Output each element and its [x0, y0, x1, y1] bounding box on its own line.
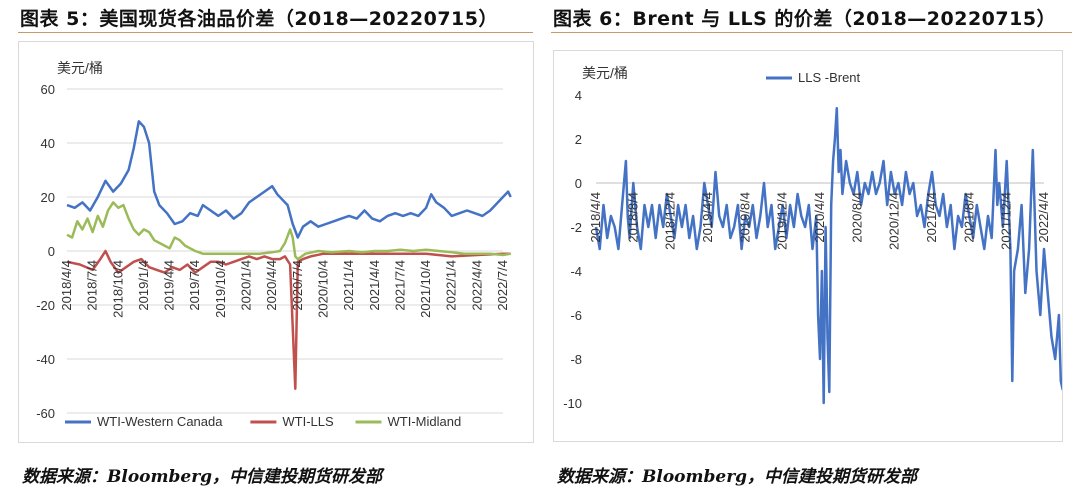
left-x-tick-label: 2019/10/4	[213, 260, 228, 318]
left-y-tick-label: -40	[36, 352, 55, 367]
right-y-tick-label: -10	[563, 396, 582, 411]
left-y-tick-label: 20	[41, 190, 55, 205]
right-y-tick-label: -4	[570, 264, 582, 279]
left-x-tick-label: 2021/1/4	[341, 260, 356, 311]
right-x-tick-label: 2018/4/4	[588, 192, 603, 243]
left-legend-label-2: WTI-Midland	[388, 414, 462, 429]
left-x-tick-label: 2018/4/4	[59, 260, 74, 311]
left-unit-label: 美元/桶	[57, 60, 103, 76]
right-chart: 美元/桶4 2 0 -2 -4 -6 -8 -10 2018/4/4 2018/8/4 2018/1…	[563, 65, 1064, 411]
left-y-tick-label: -60	[36, 406, 55, 421]
right-x-tick-label: 2019/4/4	[700, 192, 715, 243]
left-series-line-1	[66, 249, 511, 390]
right-x-tick-label: 2019/8/4	[737, 192, 752, 243]
left-series-line-0	[66, 120, 512, 239]
left-legend-label-0: WTI-Western Canada	[97, 414, 223, 429]
right-y-tick-label: -6	[570, 308, 582, 323]
left-chart-panel: 美元/桶 60 40 20 0 -20 -40 -60 2018/4/4 2018/7/4 2018…	[18, 41, 534, 443]
left-x-tick-label: 2019/7/4	[187, 260, 202, 311]
left-title-divider	[18, 32, 533, 33]
right-y-tick-label: -8	[570, 352, 582, 367]
left-x-tick-label: 2020/10/4	[315, 260, 330, 318]
right-x-tick-label: 2022/4/4	[1036, 192, 1051, 243]
left-x-tick-label: 2021/7/4	[392, 260, 407, 311]
right-legend-label-0: LLS -Brent	[798, 70, 861, 85]
right-x-tick-label: 2021/12/4	[999, 192, 1014, 250]
right-y-tick-label: -2	[570, 220, 582, 235]
right-y-tick-label: 4	[575, 88, 582, 103]
left-series-line-2	[66, 201, 511, 261]
left-x-tick-label: 2018/7/4	[85, 260, 100, 311]
left-x-tick-label: 2022/7/4	[495, 260, 510, 311]
left-source-note: 数据来源：Bloomberg，中信建投期货研发部	[22, 467, 383, 487]
right-x-tick-label: 2018/8/4	[625, 192, 640, 243]
right-x-tick-label: 2018/12/4	[663, 192, 678, 250]
left-x-tick-label: 2018/10/4	[110, 260, 125, 318]
left-y-tick-label: -20	[36, 298, 55, 313]
right-chart-panel: 美元/桶 4 2 0 -2 -4 -6 -8 -10 2018/4/4 2018/8/4 2018/1…	[553, 50, 1064, 442]
right-x-tick-label: 2020/8/4	[849, 192, 864, 243]
left-x-tick-label: 2019/4/4	[162, 260, 177, 311]
right-title-divider	[551, 32, 1072, 33]
left-y-tick-label: 40	[41, 136, 55, 151]
left-x-tick-label: 2020/7/4	[290, 260, 305, 311]
right-series-line-0	[594, 106, 1064, 405]
left-legend-label-1: WTI-LLS	[282, 414, 334, 429]
left-chart: 美元/桶60 40 20 0 -20 -40 -60 2018/4/4 2018/7/4 2018…	[36, 60, 512, 429]
left-y-tick-label: 0	[48, 244, 55, 259]
right-y-tick-label: 0	[575, 176, 582, 191]
right-x-tick-label: 2020/12/4	[887, 192, 902, 250]
left-chart-title: 图表 5：美国现货各油品价差（2018—20220715）	[20, 8, 498, 30]
right-x-tick-label: 2021/8/4	[961, 192, 976, 243]
left-y-tick-label: 60	[41, 82, 55, 97]
left-x-tick-label: 2019/1/4	[136, 260, 151, 311]
left-x-tick-label: 2020/1/4	[239, 260, 254, 311]
right-source-note: 数据来源：Bloomberg，中信建投期货研发部	[557, 467, 918, 487]
right-chart-title: 图表 6：Brent 与 LLS 的价差（2018—20220715）	[553, 8, 1057, 30]
right-x-tick-label: 2019/12/4	[775, 192, 790, 250]
right-x-tick-label: 2020/4/4	[812, 192, 827, 243]
right-x-tick-label: 2021/4/4	[924, 192, 939, 243]
right-unit-label: 美元/桶	[582, 65, 628, 81]
left-x-tick-label: 2022/4/4	[469, 260, 484, 311]
left-x-tick-label: 2021/4/4	[367, 260, 382, 311]
left-x-tick-label: 2022/1/4	[444, 260, 459, 311]
left-x-tick-label: 2021/10/4	[418, 260, 433, 318]
left-x-tick-label: 2020/4/4	[264, 260, 279, 311]
right-y-tick-label: 2	[575, 132, 582, 147]
